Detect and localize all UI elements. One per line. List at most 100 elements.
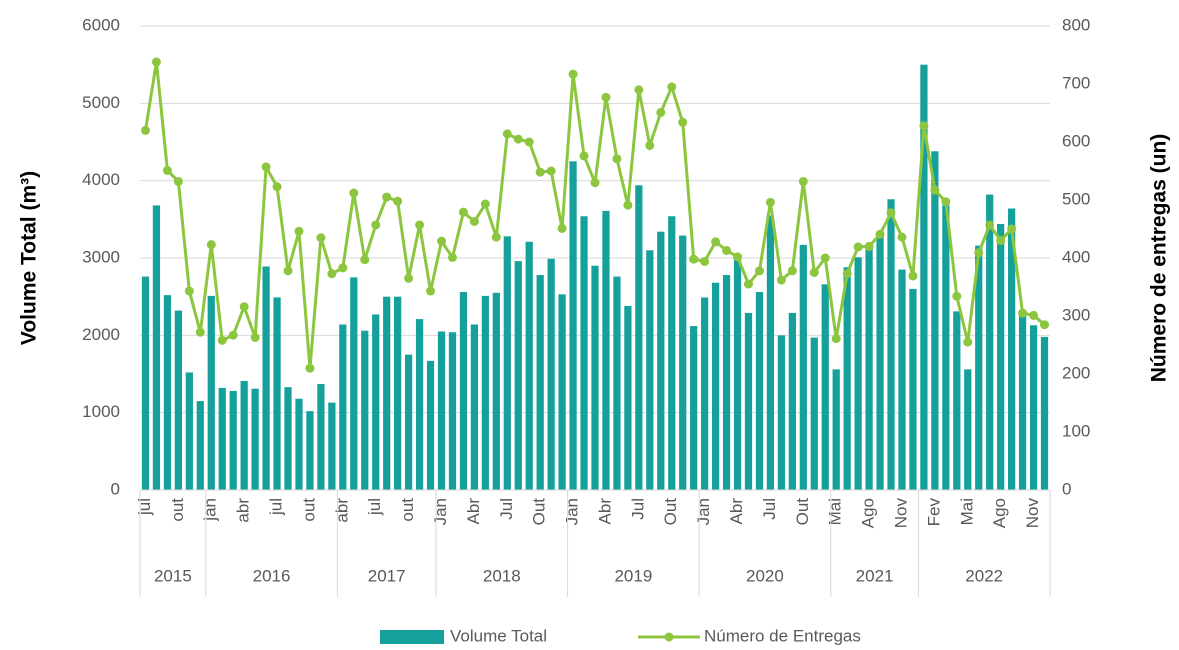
x-tick-label: jan <box>201 498 220 522</box>
bar <box>635 185 643 490</box>
line-marker <box>612 154 622 164</box>
x-tick-label: Abr <box>727 498 746 525</box>
line-marker <box>798 176 808 186</box>
bar <box>657 231 665 490</box>
line-marker <box>217 335 227 345</box>
bar <box>295 398 303 490</box>
bar <box>437 331 446 490</box>
line-marker <box>206 240 216 250</box>
x-tick-label: jul <box>365 498 384 516</box>
line-marker <box>447 252 457 262</box>
bar <box>415 319 424 490</box>
line-marker <box>173 176 183 186</box>
bar <box>744 312 753 490</box>
line-marker <box>590 178 600 188</box>
bar <box>646 250 654 490</box>
line-marker <box>283 266 293 276</box>
year-label: 2017 <box>368 566 406 585</box>
line-marker <box>952 291 962 301</box>
bar <box>284 387 292 490</box>
bar <box>262 266 270 490</box>
x-tick-label: out <box>168 498 187 522</box>
bar <box>404 354 413 490</box>
bar <box>185 372 193 490</box>
line-marker <box>919 121 929 131</box>
legend-label: Número de Entregas <box>704 626 861 645</box>
line-marker <box>787 266 797 276</box>
y2-tick-label: 800 <box>1062 15 1090 34</box>
bar <box>536 275 544 490</box>
bar <box>799 244 807 490</box>
line-marker <box>689 254 699 264</box>
x-tick-label: Jan <box>694 498 713 525</box>
year-label: 2015 <box>154 566 192 585</box>
line-marker <box>1029 310 1039 320</box>
line-marker <box>875 229 885 239</box>
bar <box>931 151 939 490</box>
line-marker <box>634 85 644 95</box>
x-tick-label: Ago <box>990 498 1009 528</box>
line-marker <box>776 275 786 285</box>
y2-tick-label: 100 <box>1062 421 1090 440</box>
line-marker <box>502 129 512 139</box>
y-tick-label: 1000 <box>82 402 120 421</box>
bar <box>1018 316 1027 490</box>
line-marker <box>393 196 403 206</box>
line-marker <box>480 199 490 209</box>
line-marker <box>1007 224 1017 234</box>
bar <box>470 324 479 490</box>
line-marker <box>228 330 238 340</box>
bar <box>569 161 577 491</box>
line-marker <box>568 69 578 79</box>
y2-tick-label: 600 <box>1062 131 1090 150</box>
year-label: 2020 <box>746 566 784 585</box>
line-marker <box>327 269 337 279</box>
line-marker <box>272 182 282 192</box>
line-marker <box>601 92 611 102</box>
bar <box>306 411 314 490</box>
line-marker <box>733 252 743 262</box>
bar <box>383 296 391 490</box>
line-marker <box>261 162 271 172</box>
line-marker <box>140 125 150 135</box>
line-marker <box>700 256 710 266</box>
line-marker <box>1040 320 1050 330</box>
bar <box>624 305 632 490</box>
y-tick-label: 2000 <box>82 325 120 344</box>
bar <box>679 235 687 490</box>
y2-tick-label: 0 <box>1062 479 1071 498</box>
bar <box>602 210 610 490</box>
line-marker <box>371 220 381 230</box>
line-marker <box>437 236 447 246</box>
bar <box>953 311 961 490</box>
bar <box>865 248 873 490</box>
x-tick-label: out <box>299 498 318 522</box>
line-marker <box>765 197 775 207</box>
line-marker <box>557 223 567 233</box>
x-tick-label: Abr <box>595 498 614 525</box>
x-tick-label: Jul <box>760 498 779 520</box>
bar <box>920 64 928 491</box>
bar <box>777 335 786 490</box>
legend-label: Volume Total <box>450 626 547 645</box>
bar <box>525 241 533 490</box>
x-tick-label: jul <box>135 498 154 516</box>
x-tick-label: Nov <box>1023 498 1042 529</box>
line-marker <box>743 279 753 289</box>
line-marker <box>853 242 863 252</box>
bar <box>701 297 709 490</box>
x-tick-label: Nov <box>891 498 910 529</box>
bar <box>207 295 215 490</box>
line-marker <box>930 185 940 195</box>
bar <box>591 265 599 490</box>
bar <box>361 330 369 490</box>
bar <box>426 360 435 490</box>
line-marker <box>184 286 194 296</box>
bar <box>876 236 884 490</box>
bar <box>448 332 457 490</box>
bar <box>580 216 588 491</box>
bar <box>218 387 226 490</box>
bar <box>1029 325 1038 490</box>
year-label: 2021 <box>856 566 894 585</box>
bar <box>240 380 248 490</box>
